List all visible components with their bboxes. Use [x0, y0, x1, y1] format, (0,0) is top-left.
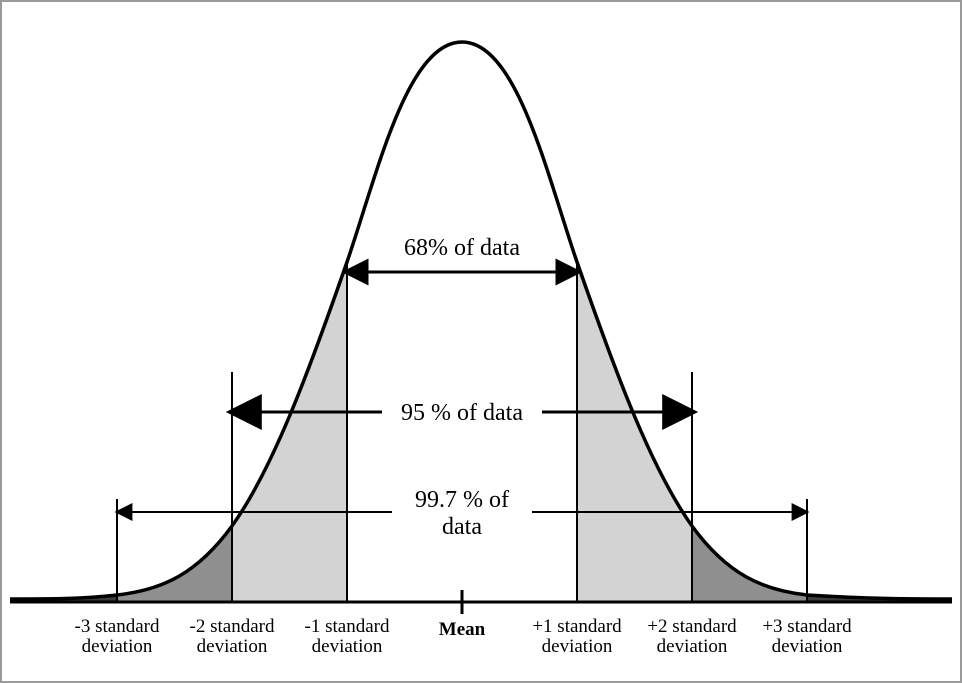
- label-68: 68% of data: [404, 235, 520, 261]
- label-997-l1: 99.7 % of: [415, 487, 509, 513]
- axis-label-neg1-l1: -1 standard: [305, 616, 390, 637]
- axis-label-neg2-l2: deviation: [197, 636, 268, 657]
- axis-label-neg2-l1: -2 standard: [190, 616, 275, 637]
- axis-labels: -3 standard deviation -2 standard deviat…: [75, 616, 853, 657]
- label-95: 95 % of data: [401, 400, 523, 426]
- axis-label-neg3-l1: -3 standard: [75, 616, 160, 637]
- axis-label-mean: Mean: [439, 619, 486, 640]
- axis-label-pos1-l1: +1 standard: [532, 616, 622, 637]
- diagram-frame: 68% of data 95 % of data 99.7 % of data …: [0, 0, 962, 683]
- axis-label-neg1-l2: deviation: [312, 636, 383, 657]
- axis-label-pos2-l1: +2 standard: [647, 616, 737, 637]
- arrow-997: 99.7 % of data: [118, 486, 806, 540]
- axis-label-neg3-l2: deviation: [82, 636, 153, 657]
- axis-label-pos1-l2: deviation: [542, 636, 613, 657]
- arrow-68: 68% of data: [347, 234, 577, 272]
- label-997-l2: data: [442, 514, 482, 540]
- axis-label-pos2-l2: deviation: [657, 636, 728, 657]
- shaded-regions: [10, 262, 952, 602]
- normal-distribution-diagram: 68% of data 95 % of data 99.7 % of data …: [2, 2, 960, 681]
- axis-label-pos3-l2: deviation: [772, 636, 843, 657]
- axis-label-pos3-l1: +3 standard: [762, 616, 852, 637]
